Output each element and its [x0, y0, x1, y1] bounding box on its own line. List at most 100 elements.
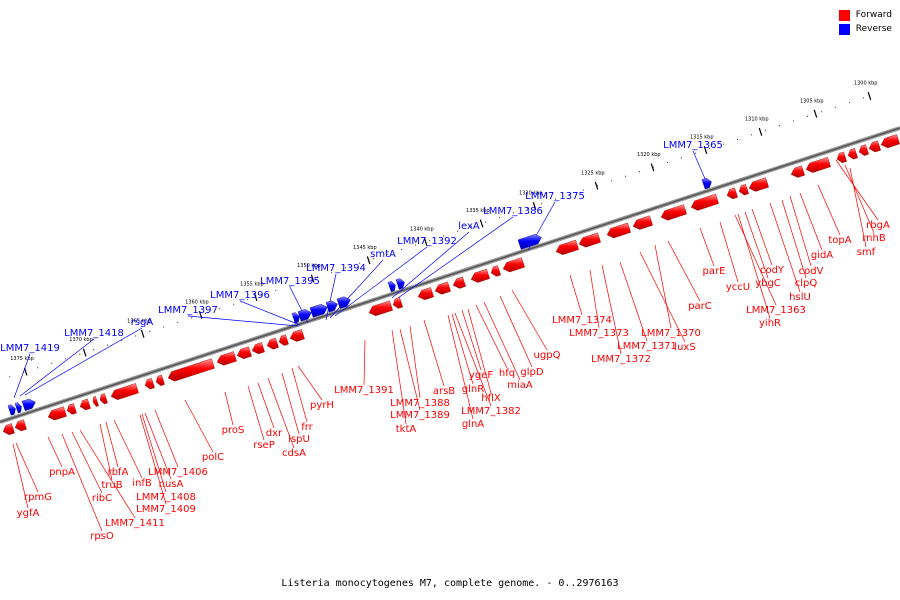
- forward-gene-label: clpQ: [795, 278, 818, 289]
- label-line: [789, 195, 812, 267]
- tick-mark: [703, 145, 708, 154]
- ruler-dot: [219, 308, 221, 310]
- reverse-gene: [701, 177, 712, 190]
- forward-gene-label: glpD: [520, 367, 543, 378]
- forward-gene-label: LMM7_1411: [105, 518, 165, 529]
- label-line: [154, 409, 179, 468]
- forward-gene-label: glnA: [462, 419, 484, 430]
- forward-gene-label: LMM7_1406: [148, 467, 208, 478]
- legend-forward-label: Forward: [855, 10, 892, 20]
- ruler-dot: [400, 248, 403, 251]
- tick-mark: [479, 219, 484, 228]
- forward-gene: [452, 276, 466, 289]
- forward-gene: [805, 156, 831, 173]
- label-line: [184, 399, 214, 453]
- label-line: [619, 261, 648, 342]
- forward-gene: [216, 351, 237, 366]
- label-line: [334, 246, 428, 317]
- forward-gene: [2, 423, 15, 436]
- tick-mark: [867, 91, 872, 100]
- forward-gene: [470, 268, 490, 283]
- label-line: [454, 312, 492, 407]
- label-line: [71, 431, 103, 494]
- tick-mark: [140, 329, 145, 338]
- reverse-swatch: [838, 23, 850, 35]
- ruler-dot: [848, 101, 851, 104]
- reverse-gene-label: LMM7_1397: [158, 305, 218, 316]
- label-line: [61, 433, 103, 532]
- forward-gene: [726, 187, 738, 200]
- ruler-dot: [331, 271, 333, 273]
- label-line: [817, 184, 841, 236]
- ruler-dot: [135, 335, 137, 337]
- reverse-gene-label: rsgA: [131, 317, 154, 328]
- reverse-gene: [309, 303, 328, 318]
- forward-gene: [632, 215, 653, 230]
- reverse-gene: [297, 309, 312, 322]
- ruler-dot: [65, 358, 67, 360]
- label-line: [639, 251, 686, 343]
- forward-gene-label: rpmG: [24, 492, 52, 503]
- tick-label: 1320 kbp: [637, 152, 661, 158]
- tick-mark: [82, 348, 87, 357]
- label-line: [99, 423, 113, 481]
- label-line: [699, 227, 715, 267]
- ruler-dot: [862, 97, 865, 99]
- forward-gene: [167, 358, 215, 382]
- forward-gene-label: rbgA: [866, 220, 890, 231]
- label-line: [397, 216, 514, 299]
- label-line: [391, 329, 407, 425]
- label-line: [24, 327, 143, 396]
- label-line: [297, 365, 323, 401]
- forward-gene: [555, 239, 579, 255]
- ruler-dot: [554, 198, 557, 200]
- label-line: [751, 208, 773, 266]
- reverse-gene-label: LMM7_1375: [525, 191, 585, 202]
- forward-gene: [738, 183, 749, 196]
- forward-gene-label: LMM7_1391: [334, 385, 394, 396]
- reverse-gene-label: LMM7_1386: [483, 206, 543, 217]
- ruler-dot: [442, 235, 445, 237]
- reverse-gene: [7, 404, 16, 416]
- tick-mark: [366, 256, 371, 265]
- ruler-dot: [205, 312, 207, 314]
- tick-ruler: 1300 kbp 1305 kbp 1310 kbp 1315 kbp 1320 kbp…: [9, 81, 877, 378]
- ruler-dot: [177, 321, 179, 323]
- forward-gene-label: LMM7_1409: [136, 504, 196, 515]
- tick-label: 1340 kbp: [410, 226, 434, 232]
- ruler-dot: [624, 175, 627, 177]
- forward-gene-label: tktA: [396, 424, 417, 435]
- tick-mark: [650, 163, 655, 172]
- forward-gene-label: hfq: [499, 368, 515, 379]
- tick-mark: [310, 274, 315, 283]
- forward-gene: [417, 287, 434, 301]
- label-line: [447, 314, 474, 420]
- forward-gene-label: codV: [799, 266, 824, 277]
- reverse-gene-label: LMM7_1394: [306, 263, 366, 274]
- forward-gene-label: yihR: [759, 318, 781, 329]
- forward-gene: [748, 177, 769, 192]
- label-line: [781, 199, 807, 279]
- forward-gene-label: gidA: [811, 250, 833, 261]
- genome-caption: Listeria monocytogenes M7, complete geno…: [281, 578, 619, 589]
- forward-gene: [66, 403, 77, 415]
- label-line: [257, 382, 275, 429]
- forward-gene-label: rnhB: [862, 233, 886, 244]
- reverse-gene: [21, 398, 36, 411]
- forward-gene: [251, 342, 265, 355]
- reverse-gene-label: LMM7_1392: [397, 236, 457, 247]
- ruler-dot: [764, 129, 767, 131]
- label-line: [139, 414, 167, 505]
- forward-gene-label: truB: [101, 480, 122, 491]
- ruler-dot: [456, 230, 459, 232]
- forward-swatch: [838, 9, 850, 21]
- forward-gene: [868, 140, 881, 153]
- forward-gene: [434, 281, 451, 295]
- ruler-dot: [512, 212, 515, 214]
- forward-gene: [880, 134, 900, 149]
- forward-gene: [790, 165, 805, 178]
- forward-gene-label: LMM7_1373: [569, 328, 629, 339]
- ruler-dot: [540, 203, 543, 205]
- reverse-gene-label: LMM7_1419: [0, 343, 60, 354]
- forward-gene: [99, 393, 108, 405]
